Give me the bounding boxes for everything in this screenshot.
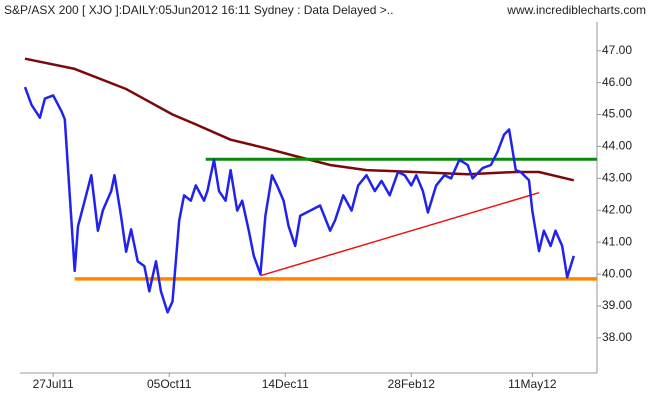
y-tick-label: 42.00 <box>602 202 632 216</box>
chart-title: S&P/ASX 200 [ XJO ]:DAILY:05Jun2012 16:1… <box>4 3 393 17</box>
y-tick-label: 44.00 <box>602 139 632 153</box>
x-tick-label: 28Feb12 <box>388 377 436 391</box>
y-tick-label: 47.00 <box>602 43 632 57</box>
series-line <box>260 191 540 277</box>
x-tick-label: 27Jul11 <box>33 377 74 391</box>
y-tick-label: 39.00 <box>602 298 632 312</box>
series-line <box>24 57 575 182</box>
y-tick-label: 40.00 <box>602 266 632 280</box>
source: www.incrediblecharts.com <box>506 3 646 17</box>
x-tick-label: 14Dec11 <box>262 377 309 391</box>
x-tick-label: 05Oct11 <box>147 377 192 391</box>
x-tick-label: 11May12 <box>508 377 557 391</box>
series-line <box>23 86 575 314</box>
y-tick-label: 41.00 <box>602 234 632 248</box>
y-tick-label: 43.00 <box>602 171 632 185</box>
y-tick-label: 45.00 <box>602 107 632 121</box>
y-tick-label: 46.00 <box>602 75 632 89</box>
y-tick-label: 38.00 <box>602 330 632 344</box>
